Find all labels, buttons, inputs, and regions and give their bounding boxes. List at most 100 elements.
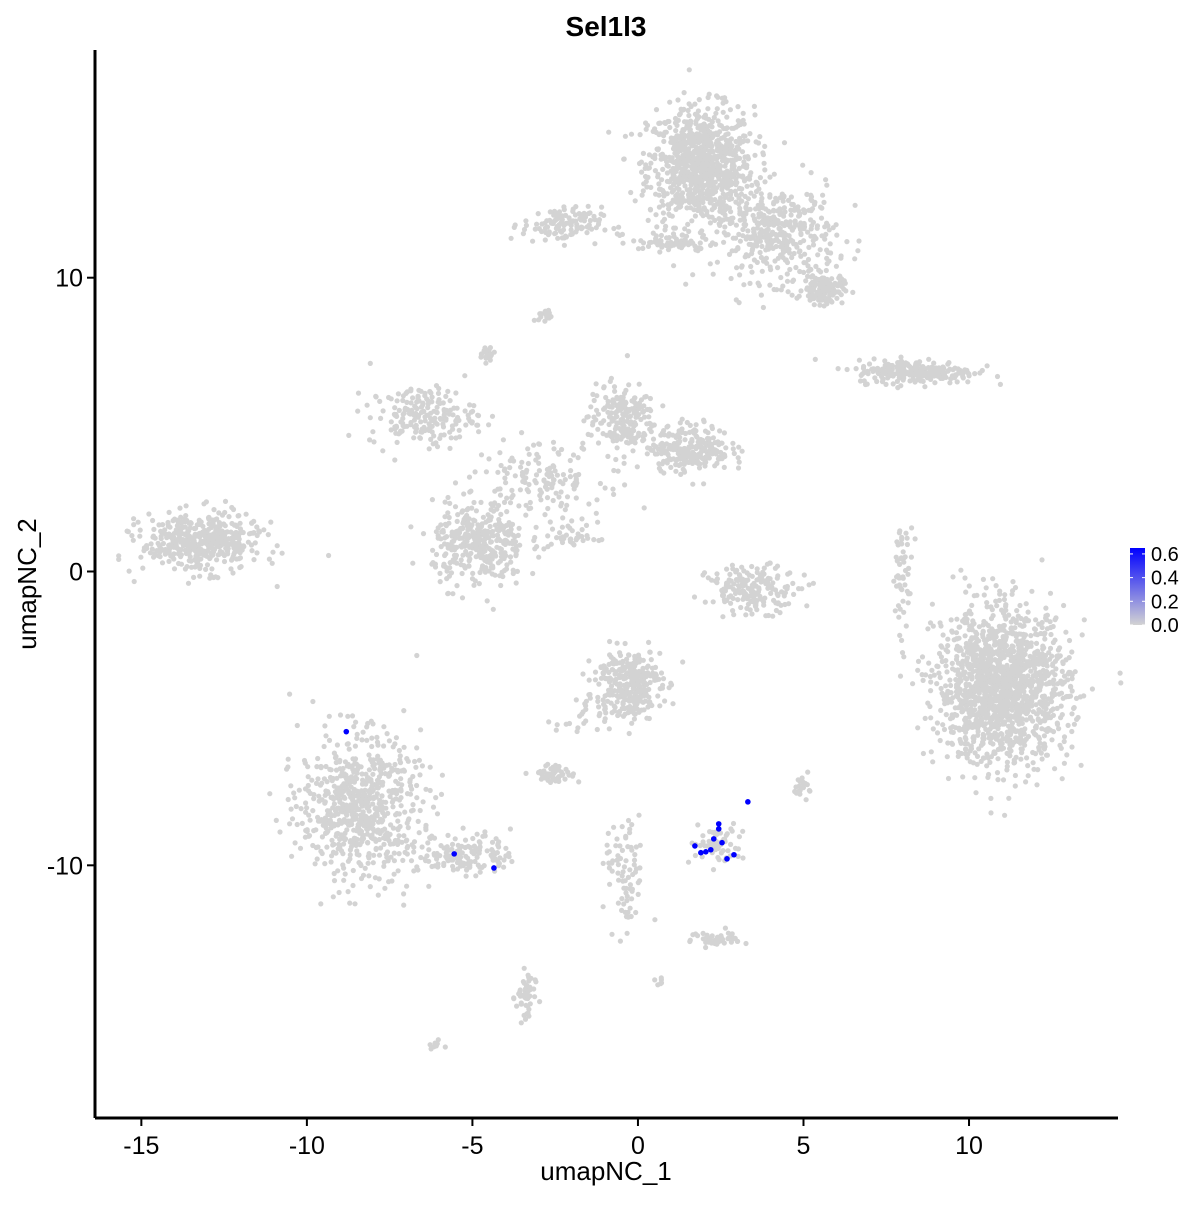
cell-point bbox=[227, 541, 233, 547]
cell-point bbox=[748, 190, 754, 196]
cell-point bbox=[476, 523, 482, 529]
cell-point bbox=[778, 252, 784, 258]
cell-point bbox=[905, 600, 911, 606]
cell-point bbox=[1044, 612, 1050, 618]
cell-point bbox=[665, 247, 672, 253]
cell-point bbox=[665, 452, 671, 458]
cell-point bbox=[254, 550, 260, 556]
cell-point bbox=[727, 571, 733, 578]
cell-point bbox=[784, 583, 791, 590]
cell-point bbox=[544, 480, 551, 486]
cell-point bbox=[418, 419, 424, 425]
cell-point bbox=[763, 581, 769, 587]
cell-point bbox=[536, 226, 542, 232]
cell-point bbox=[755, 280, 761, 286]
cell-point bbox=[900, 549, 906, 555]
cell-point bbox=[1065, 722, 1071, 729]
cell-point bbox=[459, 595, 466, 601]
cell-point bbox=[197, 530, 203, 537]
cell-point bbox=[962, 612, 968, 618]
cell-point bbox=[1050, 729, 1057, 735]
cell-point bbox=[695, 201, 702, 207]
cell-point bbox=[512, 539, 519, 545]
cell-point bbox=[892, 608, 898, 614]
cell-point bbox=[722, 224, 728, 230]
cell-point bbox=[410, 560, 416, 566]
cell-point bbox=[175, 531, 181, 537]
cell-point bbox=[810, 238, 816, 244]
cell-point bbox=[801, 226, 807, 232]
cell-point bbox=[451, 538, 457, 544]
cell-point bbox=[157, 554, 163, 560]
cell-point bbox=[571, 542, 577, 548]
cell-point bbox=[504, 562, 510, 568]
cell-point bbox=[373, 393, 379, 399]
cell-point bbox=[686, 132, 692, 138]
cell-point bbox=[209, 566, 215, 572]
cell-point bbox=[1053, 615, 1059, 621]
cell-point bbox=[701, 419, 707, 425]
cell-point bbox=[811, 201, 818, 207]
cell-point bbox=[562, 477, 568, 483]
cell-point bbox=[425, 405, 431, 411]
cell-point bbox=[958, 567, 964, 573]
cell-point bbox=[808, 192, 814, 198]
cell-point bbox=[791, 250, 797, 257]
cell-point bbox=[936, 670, 942, 676]
cell-point bbox=[790, 580, 796, 587]
cell-point bbox=[771, 208, 777, 214]
cell-point bbox=[510, 567, 516, 573]
cell-point bbox=[797, 239, 803, 246]
cell-point bbox=[806, 244, 812, 250]
cell-point bbox=[568, 536, 574, 542]
cell-point bbox=[972, 750, 978, 756]
cell-point bbox=[532, 546, 538, 552]
cell-point bbox=[723, 150, 729, 156]
cell-point bbox=[683, 449, 689, 455]
cell-point bbox=[671, 175, 677, 182]
cell-point bbox=[488, 352, 494, 358]
cell-point bbox=[762, 595, 768, 601]
cell-point bbox=[203, 566, 209, 573]
cell-point bbox=[883, 368, 889, 374]
cell-point bbox=[1024, 755, 1030, 761]
cell-point bbox=[1049, 737, 1055, 743]
cell-point bbox=[995, 777, 1001, 783]
cell-point bbox=[346, 432, 352, 438]
cell-point bbox=[730, 440, 736, 446]
cell-point bbox=[681, 132, 687, 138]
cell-point bbox=[464, 538, 470, 544]
cell-point bbox=[824, 276, 830, 282]
cell-point bbox=[563, 532, 570, 538]
cell-point bbox=[945, 688, 951, 695]
cell-point bbox=[733, 222, 740, 228]
cell-point bbox=[954, 616, 960, 622]
cell-point bbox=[703, 175, 709, 182]
cell-point bbox=[400, 423, 406, 429]
cell-point bbox=[417, 435, 423, 441]
cell-point bbox=[775, 265, 781, 271]
cell-point bbox=[838, 255, 844, 261]
cell-point bbox=[643, 162, 649, 168]
cell-point bbox=[426, 446, 432, 452]
cell-point bbox=[747, 131, 753, 137]
cell-point bbox=[659, 444, 665, 450]
cell-point bbox=[164, 550, 170, 556]
cell-point bbox=[217, 548, 223, 555]
cell-point bbox=[792, 220, 799, 227]
cell-point bbox=[462, 533, 468, 539]
cell-point bbox=[422, 393, 428, 399]
cell-point bbox=[598, 211, 604, 217]
cell-point bbox=[574, 480, 580, 486]
cell-point bbox=[736, 165, 742, 171]
cell-point bbox=[489, 413, 496, 419]
cell-point bbox=[483, 354, 489, 360]
cell-point bbox=[542, 237, 548, 243]
cell-point bbox=[724, 580, 730, 586]
cell-point bbox=[1036, 744, 1042, 751]
cell-point bbox=[812, 356, 818, 362]
cell-point bbox=[673, 462, 679, 468]
cell-point bbox=[614, 437, 620, 444]
cell-point bbox=[463, 422, 469, 428]
cell-point bbox=[408, 524, 414, 530]
